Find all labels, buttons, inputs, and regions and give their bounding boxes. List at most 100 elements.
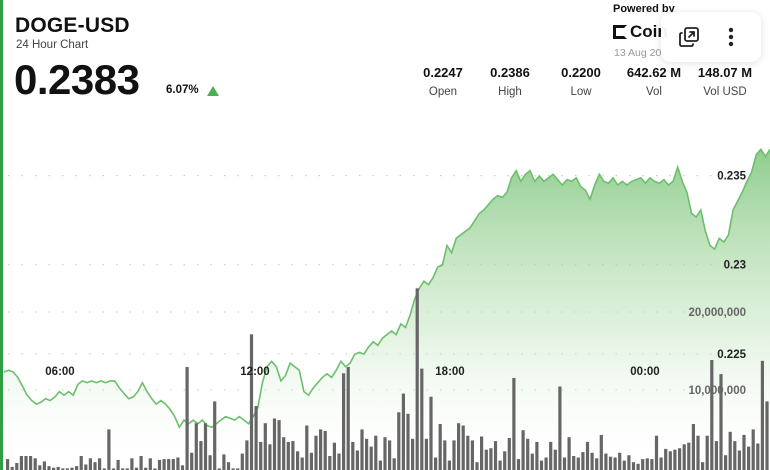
volume-bar bbox=[217, 468, 221, 470]
volume-bar bbox=[668, 451, 672, 470]
volume-bar bbox=[429, 396, 433, 470]
volume-bar bbox=[111, 468, 116, 470]
volume-bar bbox=[470, 440, 474, 470]
volume-bar bbox=[222, 454, 226, 470]
external-window-icon bbox=[679, 27, 699, 47]
volume-bar bbox=[208, 455, 212, 470]
volume-bar bbox=[576, 457, 580, 470]
volume-bar bbox=[654, 435, 659, 470]
volume-bar bbox=[148, 458, 152, 470]
volume-bar bbox=[590, 452, 594, 470]
brand-logo[interactable]: Coin bbox=[613, 22, 668, 42]
volume-bar bbox=[125, 468, 129, 470]
volume-bar bbox=[42, 461, 46, 470]
volume-bar bbox=[236, 468, 240, 470]
stat-vol-value: 642.62 M bbox=[626, 65, 682, 80]
volume-bar bbox=[15, 463, 19, 470]
volume-bar bbox=[254, 406, 258, 470]
volume-bar bbox=[56, 466, 60, 470]
volume-bar bbox=[392, 458, 396, 470]
volume-bar bbox=[406, 413, 410, 470]
volume-bar bbox=[291, 441, 295, 470]
volume-bar bbox=[714, 441, 718, 470]
volume-bar bbox=[664, 448, 668, 470]
stat-low-label: Low bbox=[570, 86, 592, 98]
volume-bar bbox=[498, 460, 502, 470]
volume-bar bbox=[678, 448, 682, 470]
volume-bar bbox=[388, 440, 392, 470]
volume-bar bbox=[447, 460, 451, 470]
volume-bar bbox=[337, 453, 341, 470]
volume-bar bbox=[599, 434, 603, 470]
volume-bar bbox=[687, 442, 691, 470]
chart-subtitle: 24 Hour Chart bbox=[16, 39, 89, 51]
volume-bar bbox=[351, 441, 355, 470]
volume-bar bbox=[636, 463, 640, 470]
price-line bbox=[3, 147, 770, 429]
volume-bar bbox=[365, 438, 369, 470]
volume-bar bbox=[282, 437, 286, 470]
volume-bar bbox=[572, 456, 576, 470]
volume-bar bbox=[765, 401, 769, 470]
volume-bar bbox=[737, 450, 741, 470]
volume-tick-label: 10,000,000 bbox=[688, 385, 746, 397]
volume-bar bbox=[199, 441, 203, 470]
volume-bar bbox=[296, 451, 300, 470]
open-external-button[interactable] bbox=[675, 23, 703, 51]
volume-bar bbox=[457, 423, 461, 470]
volume-bar bbox=[180, 465, 185, 470]
volume-bar bbox=[549, 441, 553, 470]
volume-bar bbox=[342, 373, 346, 470]
volume-bar bbox=[581, 452, 585, 470]
more-options-button[interactable] bbox=[717, 23, 745, 51]
volume-bar bbox=[319, 429, 323, 470]
volume-bar bbox=[61, 468, 65, 470]
volume-bar bbox=[696, 435, 700, 470]
volume-bar bbox=[691, 424, 695, 470]
volume-bar bbox=[369, 446, 373, 470]
volume-bar bbox=[268, 444, 272, 470]
volume-bar bbox=[162, 459, 166, 470]
volume-bar bbox=[102, 468, 106, 470]
volume-bar bbox=[38, 465, 42, 470]
volume-bar bbox=[19, 456, 23, 470]
left-accent-border bbox=[0, 0, 3, 470]
volume-bar bbox=[452, 440, 456, 470]
volume-bar bbox=[167, 459, 171, 470]
volume-bar bbox=[631, 462, 636, 470]
volume-bar bbox=[332, 442, 336, 470]
stat-vol-usd-value: 148.07 M bbox=[697, 65, 753, 80]
volume-bar bbox=[24, 456, 28, 470]
volume-bar bbox=[424, 438, 428, 470]
volume-bar bbox=[185, 367, 189, 470]
volume-bar bbox=[627, 455, 631, 470]
volume-bar bbox=[272, 418, 277, 470]
volume-bar bbox=[75, 466, 79, 470]
volume-bar bbox=[245, 440, 249, 470]
volume-bar bbox=[562, 457, 567, 470]
volume-bar bbox=[443, 440, 447, 470]
volume-bar bbox=[98, 458, 102, 470]
current-price: 0.2383 bbox=[14, 56, 140, 103]
volume-bar bbox=[397, 412, 401, 470]
volume-bar bbox=[480, 436, 484, 470]
volume-bar bbox=[139, 456, 143, 470]
price-area-layer bbox=[3, 147, 770, 470]
volume-bar bbox=[52, 467, 56, 470]
volume-bar bbox=[116, 459, 120, 470]
volume-bar bbox=[231, 468, 235, 470]
volume-bar bbox=[176, 457, 180, 470]
volume-bar bbox=[194, 423, 198, 470]
volume-bar bbox=[553, 449, 557, 470]
stat-vol: 642.62 M Vol bbox=[609, 65, 699, 98]
volume-bar bbox=[544, 457, 548, 470]
volume-bar bbox=[742, 434, 746, 470]
up-arrow-icon bbox=[207, 86, 219, 96]
volume-bar bbox=[650, 459, 654, 470]
stat-low-value: 0.2200 bbox=[561, 65, 601, 80]
volume-bar bbox=[420, 368, 424, 470]
volume-bar bbox=[355, 450, 359, 470]
volume-bar bbox=[622, 460, 626, 470]
volume-bar bbox=[756, 443, 760, 470]
